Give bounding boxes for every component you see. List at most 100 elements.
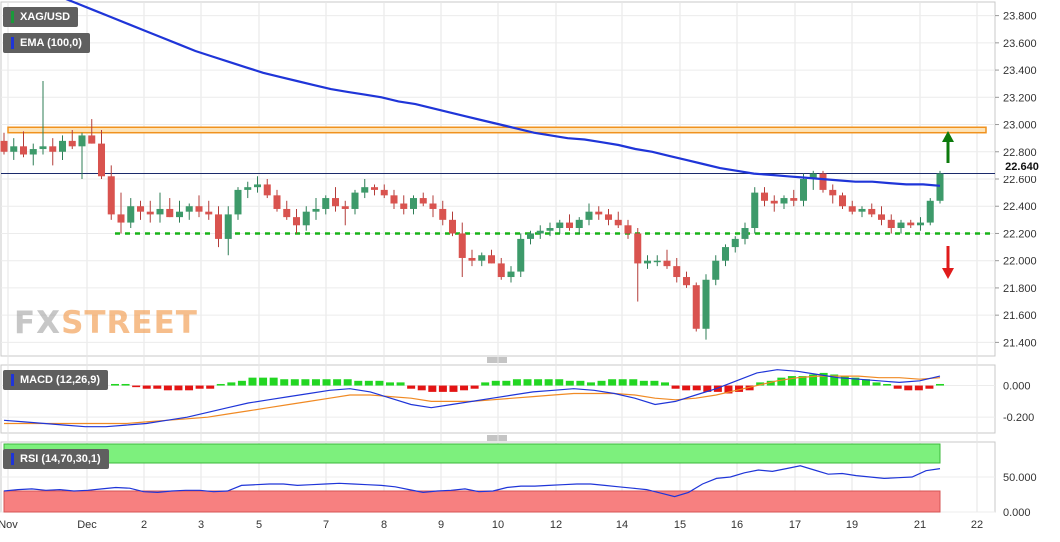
candle-body [877, 214, 886, 220]
candle-body [478, 255, 486, 261]
axis-layer: Nov Dec 2 3 5 7 8 9 10 12 14 15 16 17 19 21 22 23.800 23.6… [0, 11, 1037, 531]
macd-histogram-bar [861, 379, 870, 386]
candle-body [712, 260, 720, 280]
macd-histogram-bar [502, 380, 511, 386]
macd-histogram-bar [586, 382, 595, 386]
candle-body [78, 135, 86, 147]
macd-histogram-bar [735, 385, 744, 392]
price-tick-label: 22.600 [1003, 174, 1037, 186]
candle-body [19, 146, 28, 155]
macd-histogram-bar [692, 385, 701, 391]
candle-body [897, 222, 905, 229]
candle-body [312, 208, 320, 212]
rsi-swatch [11, 453, 14, 466]
macd-histogram-bar [703, 385, 712, 392]
candle-body [390, 195, 398, 204]
macd-histogram-bar [523, 379, 532, 386]
symbol-badge[interactable]: XAG/USD [3, 7, 79, 27]
candle-body [731, 238, 739, 248]
price-tick-label: 23.400 [1003, 65, 1037, 77]
candle-body [117, 214, 125, 223]
candle-body [926, 200, 934, 223]
macd-histogram-bar [438, 385, 447, 392]
rsi-label: RSI (14,70,30,1) [20, 453, 101, 465]
macd-histogram-bar [904, 385, 913, 391]
macd-line [3, 369, 941, 428]
macd-histogram-bar [375, 380, 384, 386]
macd-histogram-bar [460, 385, 469, 391]
candle-body [127, 206, 135, 223]
macd-histogram-bar [132, 385, 141, 388]
macd-histogram-bar [153, 385, 162, 389]
symbol-swatch [11, 11, 14, 24]
candle-body [751, 192, 759, 229]
candle-body [809, 173, 817, 179]
candle-body [283, 208, 291, 218]
candle-body [458, 233, 466, 258]
candle-body [468, 257, 476, 261]
candle-body [643, 260, 652, 264]
candle-body [234, 189, 242, 215]
candle-body [39, 146, 47, 150]
macd-badge[interactable]: MACD (12,26,9) [3, 370, 109, 390]
rsi-tick-label: 0.000 [1003, 507, 1031, 519]
candle-body [214, 214, 223, 239]
candle-body [341, 206, 349, 209]
candle-body [780, 198, 788, 204]
current-price-label: 22.640 [997, 159, 1047, 176]
price-tick-label: 23.800 [1003, 11, 1037, 23]
macd-histogram-bar [809, 374, 818, 386]
candle-body [565, 222, 574, 229]
price-tick-label: 23.600 [1003, 38, 1037, 50]
x-tick-label: 10 [492, 519, 504, 531]
macd-histogram-bar [259, 377, 268, 386]
macd-histogram-bar [713, 385, 722, 392]
macd-histogram-bar [206, 385, 215, 389]
candle-body [858, 208, 866, 212]
ema-badge[interactable]: EMA (100,0) [3, 33, 90, 53]
macd-histogram-bar [851, 377, 860, 386]
candle-body [302, 211, 310, 226]
candle-body [741, 228, 749, 239]
macd-histogram-bar [872, 382, 881, 386]
macd-histogram-bar [819, 372, 828, 386]
candle-body [58, 140, 67, 152]
rsi-overbought-zone [3, 443, 941, 464]
candle-body [799, 179, 808, 201]
candle-body [409, 198, 418, 209]
rsi-badge[interactable]: RSI (14,70,30,1) [3, 449, 109, 469]
macd-histogram-bar [840, 376, 849, 386]
macd-histogram-bar [481, 382, 490, 386]
macd-histogram-bar [290, 379, 299, 386]
candle-body [97, 143, 106, 177]
candle-body [107, 176, 115, 215]
macd-histogram-bar [470, 385, 479, 389]
symbol-label: XAG/USD [20, 11, 71, 23]
macd-histogram-bar [512, 379, 521, 386]
macd-histogram-bar [396, 382, 405, 386]
macd-histogram-bar [386, 382, 394, 386]
candle-body [692, 285, 700, 329]
x-tick-label: 3 [198, 519, 204, 531]
macd-histogram-bar [280, 379, 289, 386]
candle-body [185, 206, 193, 212]
candle-body [517, 238, 525, 272]
macd-histogram-bar [354, 380, 363, 386]
macd-histogram-bar [597, 380, 606, 386]
x-tick-label: 8 [381, 519, 387, 531]
candle-body [916, 222, 925, 226]
candle-body [829, 189, 837, 196]
candle-body [10, 146, 18, 152]
x-tick-label: 12 [550, 519, 562, 531]
candle-body [205, 211, 213, 215]
candle-body [253, 184, 262, 188]
candle-body [868, 208, 876, 215]
macd-histogram-bar [407, 385, 416, 389]
macd-histogram-bar [893, 385, 902, 389]
price-panel [0, 0, 995, 340]
resistance-zone [7, 126, 987, 134]
x-tick-label: 21 [914, 519, 926, 531]
price-tick-label: 22.200 [1003, 228, 1037, 240]
candle-body [575, 219, 583, 229]
macd-histogram-bar [333, 379, 342, 386]
